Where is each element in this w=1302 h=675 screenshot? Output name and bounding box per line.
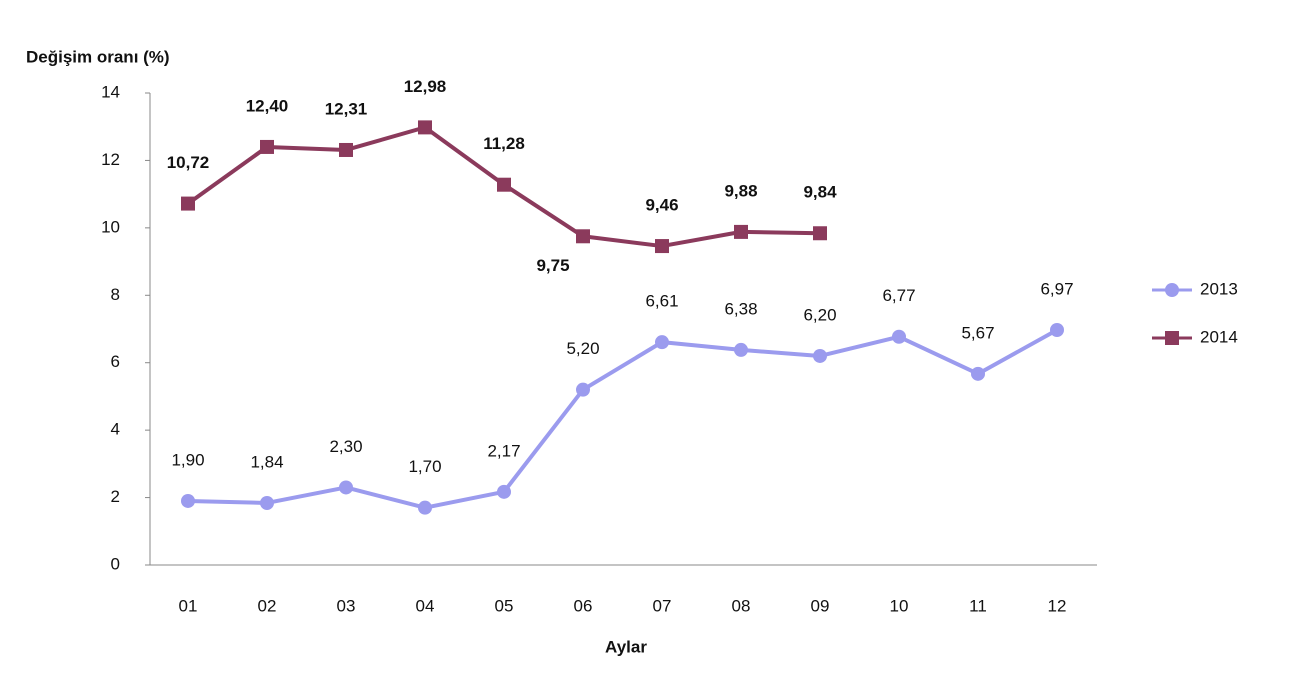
marker — [1165, 283, 1179, 297]
x-axis-label: Aylar — [605, 637, 647, 656]
marker — [734, 224, 748, 239]
data-label: 6,77 — [882, 286, 915, 305]
data-label: 2,30 — [329, 437, 362, 456]
data-label: 6,61 — [645, 292, 678, 311]
marker — [1165, 331, 1179, 345]
x-tick-label: 12 — [1048, 596, 1067, 615]
marker — [655, 335, 669, 350]
legend-label: 2014 — [1200, 327, 1238, 346]
marker — [497, 484, 511, 499]
marker — [339, 480, 353, 495]
y-tick-label: 4 — [111, 420, 120, 439]
x-tick-label: 02 — [258, 596, 277, 615]
x-tick-label: 09 — [811, 596, 830, 615]
data-label: 5,20 — [566, 339, 599, 358]
x-tick-label: 06 — [574, 596, 593, 615]
marker — [971, 366, 985, 381]
data-label: 10,72 — [167, 153, 210, 172]
x-tick-label: 07 — [653, 596, 672, 615]
y-tick-label: 0 — [111, 554, 120, 573]
marker — [418, 120, 432, 135]
x-tick-label: 03 — [337, 596, 356, 615]
marker — [576, 382, 590, 397]
marker — [655, 239, 669, 254]
data-label: 11,28 — [483, 134, 525, 153]
y-tick-label: 8 — [111, 285, 120, 304]
marker — [339, 142, 353, 157]
series-line — [187, 328, 1058, 510]
data-label: 9,88 — [724, 181, 757, 200]
marker — [181, 196, 195, 211]
data-label: 1,84 — [250, 452, 283, 471]
marker — [260, 139, 274, 154]
data-label: 9,75 — [536, 256, 569, 275]
data-label: 12,31 — [325, 99, 368, 118]
data-label: 2,17 — [487, 441, 520, 460]
marker — [260, 495, 274, 510]
data-label: 12,40 — [246, 96, 289, 115]
data-label: 6,20 — [803, 305, 836, 324]
legend-label: 2013 — [1200, 279, 1238, 298]
y-tick-label: 2 — [111, 487, 120, 506]
x-tick-label: 05 — [495, 596, 514, 615]
x-tick-label: 01 — [179, 596, 198, 615]
y-axis-label: Değişim oranı (%) — [26, 47, 170, 66]
y-tick-label: 10 — [101, 217, 120, 236]
y-tick-label: 6 — [111, 352, 120, 371]
data-label: 9,46 — [645, 196, 678, 215]
data-label: 6,38 — [724, 299, 757, 318]
marker — [892, 329, 906, 344]
marker — [734, 342, 748, 357]
marker — [418, 500, 432, 515]
x-tick-label: 08 — [732, 596, 751, 615]
data-label: 12,98 — [404, 77, 447, 96]
y-tick-label: 14 — [101, 82, 120, 101]
data-label: 9,84 — [803, 183, 837, 202]
marker — [576, 229, 590, 244]
marker — [813, 348, 827, 363]
data-label: 5,67 — [961, 323, 994, 342]
x-tick-label: 04 — [416, 596, 435, 615]
x-tick-label: 11 — [969, 596, 987, 615]
marker — [1050, 323, 1064, 338]
marker — [813, 226, 827, 241]
data-label: 1,90 — [171, 450, 204, 469]
data-label: 6,97 — [1040, 279, 1073, 298]
data-label: 1,70 — [408, 457, 441, 476]
y-tick-label: 12 — [101, 150, 120, 169]
marker — [181, 493, 195, 508]
x-tick-label: 10 — [890, 596, 909, 615]
marker — [497, 177, 511, 192]
